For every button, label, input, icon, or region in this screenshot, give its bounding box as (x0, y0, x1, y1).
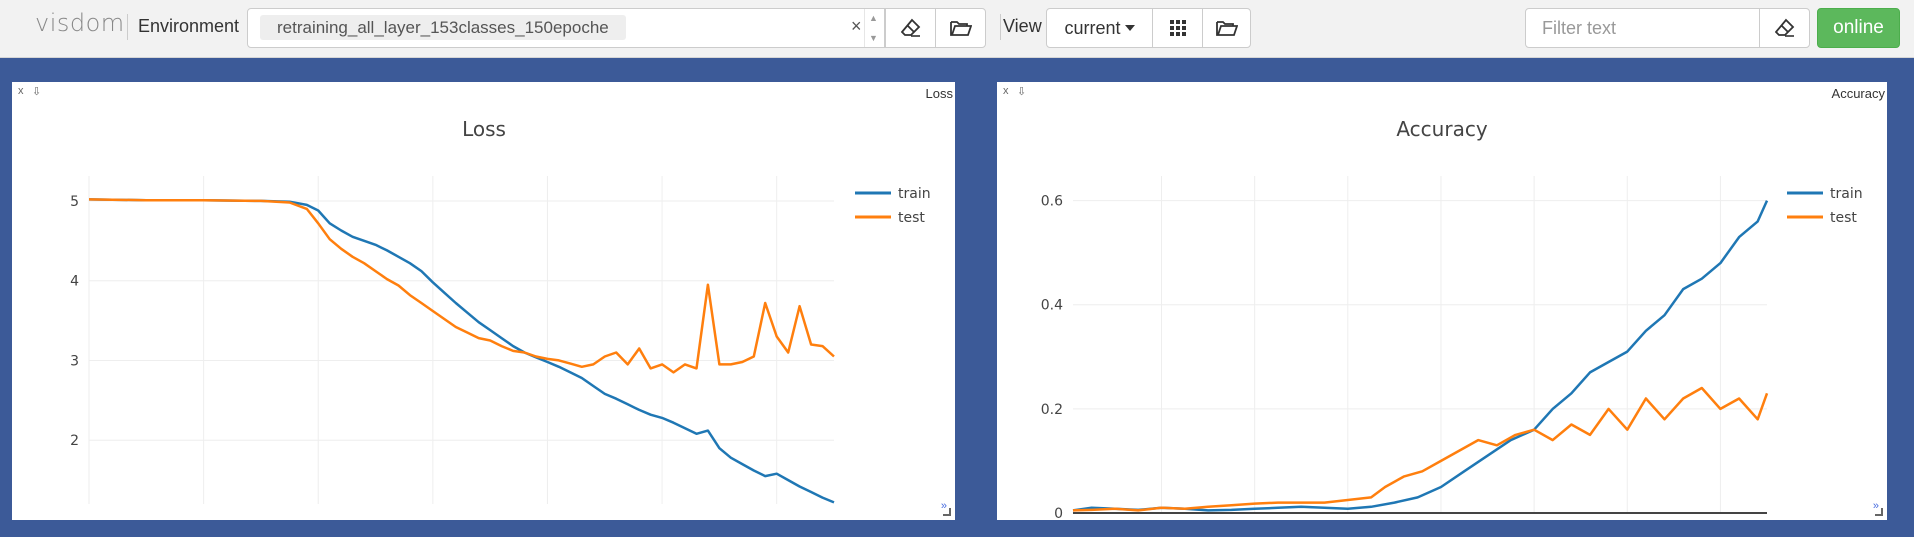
pane-header[interactable]: x ⇩ Accuracy (997, 82, 1887, 101)
clear-env-button[interactable] (885, 8, 936, 48)
expand-icon[interactable]: » (1872, 500, 1879, 512)
online-status-button[interactable]: online (1817, 8, 1900, 48)
accuracy-pane[interactable]: x ⇩ Accuracy Accuracy2040608010012014000… (997, 82, 1887, 520)
series-line-test (1072, 386, 1769, 512)
repack-button[interactable] (1152, 8, 1203, 48)
environment-label: Environment (138, 16, 240, 36)
accuracy-chart[interactable]: Accuracy2040608010012014000.20.40.6train… (997, 82, 1887, 520)
series-line-test (88, 198, 835, 374)
download-icon[interactable]: ⇩ (1017, 86, 1027, 98)
open-view-button[interactable] (1202, 8, 1251, 48)
spinner-up-icon[interactable]: ▲ (869, 13, 878, 23)
filter-input[interactable] (1525, 8, 1760, 48)
environment-tag[interactable]: retraining_all_layer_153classes_150epoch… (260, 15, 626, 40)
folder-open-icon (1215, 21, 1238, 36)
toolbar: visdom Environment retraining_all_layer_… (0, 0, 1914, 58)
y-tick-label: 0.6 (1041, 194, 1063, 210)
legend-label-test: test (1830, 210, 1857, 226)
legend-label-test: test (898, 210, 925, 226)
resize-handle[interactable] (1875, 508, 1883, 516)
view-value: current (1064, 17, 1121, 38)
loss-pane[interactable]: x ⇩ Loss Loss204060801001201402345traint… (12, 82, 955, 520)
pane-header[interactable]: x ⇩ Loss (12, 82, 955, 101)
chart-title: Accuracy (1396, 117, 1487, 141)
pane-title: Accuracy (1831, 86, 1885, 101)
y-tick-label: 0 (1054, 506, 1063, 520)
series-line-train (88, 198, 835, 504)
y-tick-label: 5 (70, 194, 79, 210)
series-line-train (1072, 200, 1769, 512)
toolbar-divider (1000, 14, 1001, 40)
clear-filter-button[interactable] (1759, 8, 1810, 48)
y-tick-label: 0.2 (1041, 402, 1063, 418)
clear-environment-icon[interactable]: × (851, 16, 862, 36)
y-tick-label: 4 (70, 274, 79, 290)
view-select[interactable]: current (1046, 8, 1153, 48)
visdom-logo: visdom (35, 9, 125, 37)
view-label: View (1003, 16, 1042, 36)
download-icon[interactable]: ⇩ (32, 86, 42, 98)
y-tick-label: 3 (70, 353, 79, 369)
environment-spinner[interactable]: ▲ ▼ (864, 9, 885, 47)
close-icon[interactable]: x (18, 85, 24, 97)
expand-icon[interactable]: » (940, 500, 947, 512)
environment-select[interactable]: retraining_all_layer_153classes_150epoch… (247, 8, 885, 48)
close-icon[interactable]: x (1003, 85, 1009, 97)
grid-icon (1169, 20, 1186, 36)
resize-handle[interactable] (943, 508, 951, 516)
y-tick-label: 0.4 (1041, 298, 1063, 314)
eraser-icon (1774, 18, 1794, 37)
eraser-icon (900, 18, 920, 37)
y-tick-label: 2 (70, 433, 79, 449)
chart-title: Loss (462, 117, 506, 141)
legend-label-train: train (898, 186, 931, 202)
open-env-button[interactable] (935, 8, 986, 48)
pane-title: Loss (925, 86, 953, 101)
caret-down-icon (1124, 25, 1135, 31)
spinner-down-icon[interactable]: ▼ (869, 33, 878, 43)
loss-chart[interactable]: Loss204060801001201402345traintest (12, 82, 955, 520)
toolbar-divider (127, 14, 128, 40)
legend-label-train: train (1830, 186, 1863, 202)
folder-open-icon (949, 21, 972, 36)
